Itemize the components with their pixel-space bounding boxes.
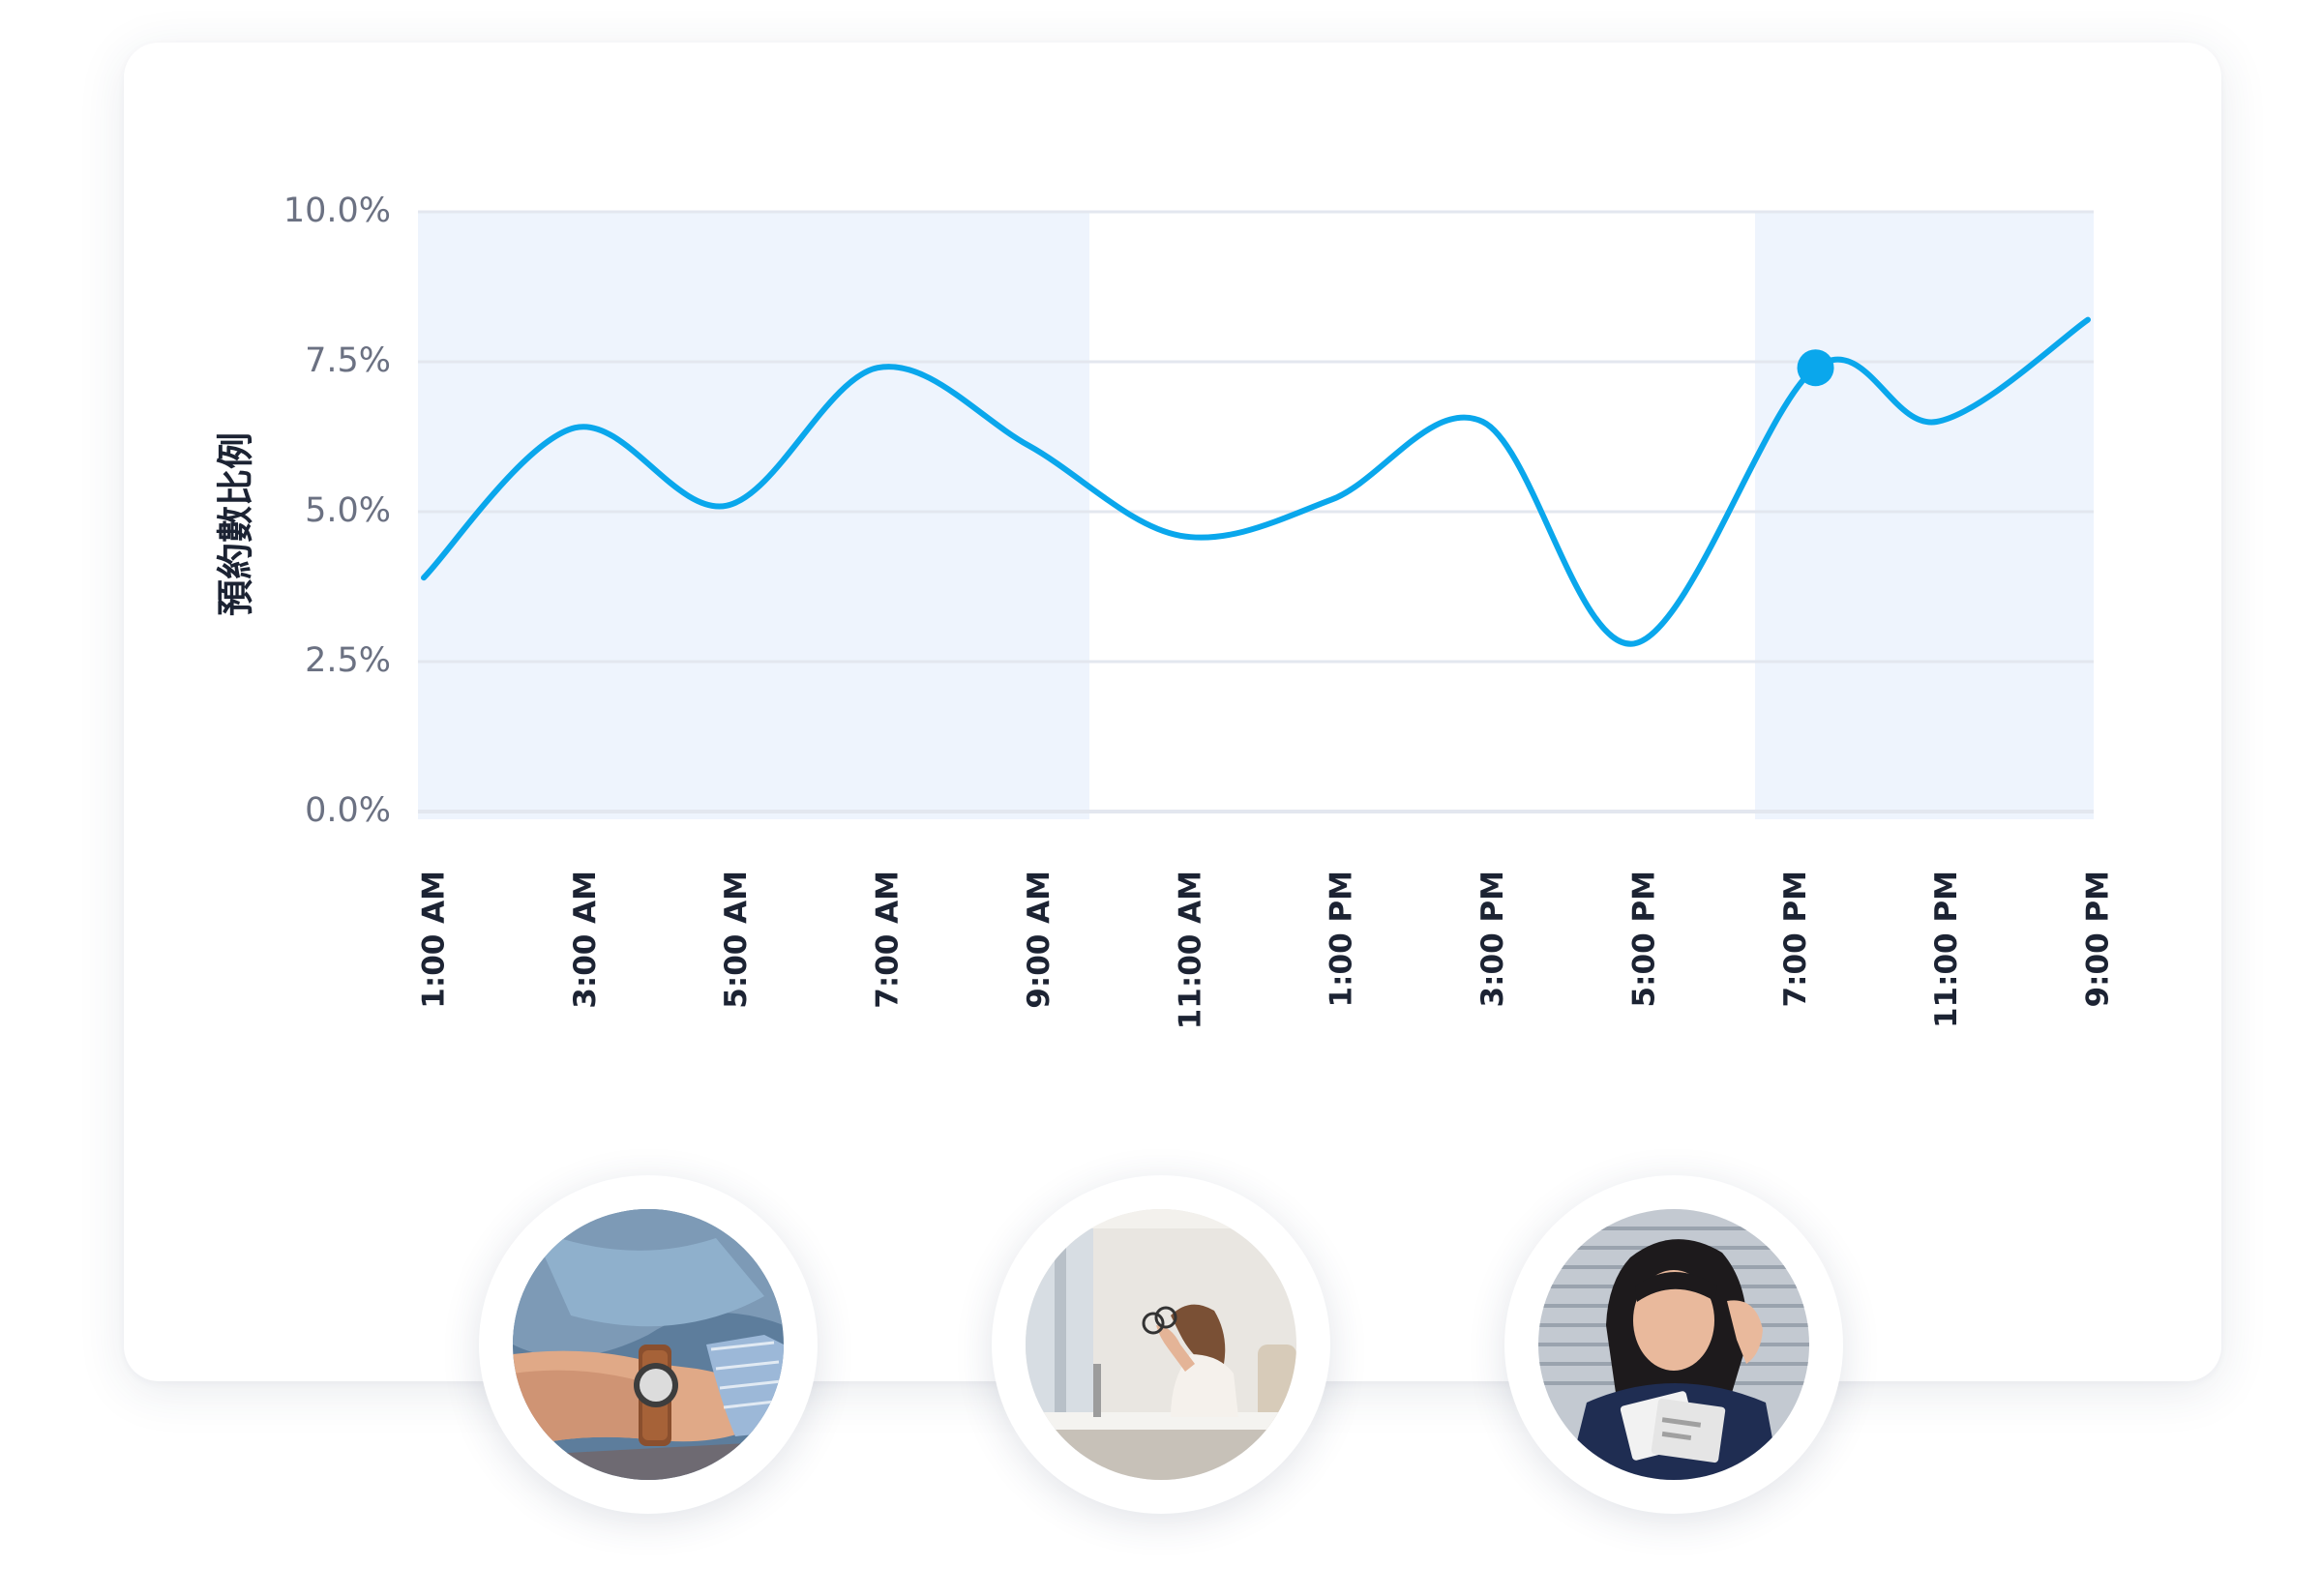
x-tick-label: 7:00 AM (871, 871, 906, 1009)
x-tick-label: 9:00 AM (1022, 871, 1057, 1009)
x-tick-label: 3:00 AM (568, 871, 603, 1009)
y-axis-label: 預約數比例 (215, 432, 257, 616)
y-tick-label: 10.0% (283, 192, 391, 230)
x-tick-label: 11:00 AM (1173, 871, 1207, 1029)
y-tick-labels: 0.0% 2.5% 5.0% 7.5% 10.0% (283, 192, 391, 830)
x-tick-label: 3:00 PM (1475, 871, 1510, 1007)
shaded-band (418, 212, 1089, 819)
chart-card: 0.0% 2.5% 5.0% 7.5% 10.0% 1:00 AM 3:00 AM 5:00… (124, 43, 2221, 1381)
line-chart: 0.0% 2.5% 5.0% 7.5% 10.0% 1:00 AM 3:00 AM 5:00… (215, 192, 2116, 1029)
y-tick-label: 7.5% (305, 341, 391, 380)
shaded-band (1755, 212, 2094, 819)
x-tick-label: 5:00 PM (1626, 871, 1661, 1007)
x-tick-label: 11:00 PM (1929, 871, 1964, 1028)
shaded-bands (418, 212, 2094, 819)
x-tick-labels: 1:00 AM 3:00 AM 5:00 AM 7:00 AM 9:00 AM 11:00… (417, 871, 2116, 1029)
photo-frame-office-worker (992, 1175, 1330, 1514)
x-tick-label: 1:00 PM (1325, 871, 1359, 1007)
y-tick-label: 5.0% (305, 491, 391, 530)
x-tick-label: 5:00 AM (719, 871, 754, 1009)
worried-woman-with-bills-photo (1538, 1209, 1809, 1480)
y-tick-label: 0.0% (305, 791, 391, 830)
x-tick-label: 9:00 PM (2081, 871, 2116, 1007)
highlighted-data-point[interactable] (1797, 349, 1834, 387)
x-tick-label: 7:00 PM (1778, 871, 1813, 1007)
stressed-office-worker-photo (1026, 1209, 1296, 1480)
photo-frame-woman-bills (1504, 1175, 1843, 1514)
x-tick-label: 1:00 AM (417, 871, 452, 1009)
photo-frame-wristwatch (479, 1175, 818, 1514)
y-tick-label: 2.5% (305, 641, 391, 680)
wristwatch-photo (513, 1209, 784, 1480)
